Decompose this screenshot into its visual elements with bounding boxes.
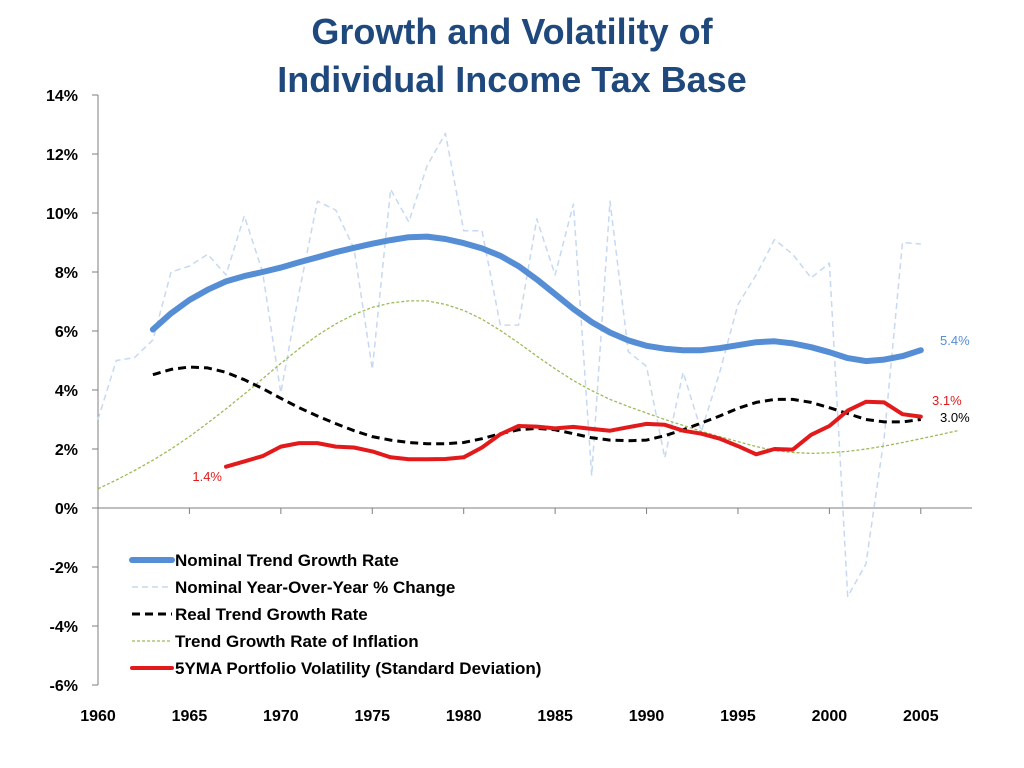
y-tick-label: 10%: [46, 206, 78, 223]
y-tick-label: 8%: [55, 265, 78, 282]
annotation-label: 5.4%: [940, 333, 970, 348]
y-tick-label: 12%: [46, 147, 78, 164]
series-line-3: [97, 300, 958, 490]
x-tick-label: 2005: [903, 708, 939, 725]
x-tick-label: 1980: [446, 708, 482, 725]
annotation-label: 1.4%: [192, 469, 222, 484]
series-line-1: [97, 132, 921, 598]
legend-label: Nominal Trend Growth Rate: [175, 551, 399, 570]
y-tick-label: 4%: [55, 383, 78, 400]
legend-label: Nominal Year-Over-Year % Change: [175, 578, 455, 597]
x-tick-label: 1965: [172, 708, 208, 725]
axes: -6% -4% -2% 0% 2% 4% 6% 8% 10% 12% 14% 1960 1965 1970…: [46, 88, 972, 725]
y-tick-label: -6%: [50, 678, 78, 695]
legend-label: 5YMA Portfolio Volatility (Standard Devi…: [175, 659, 541, 678]
legend-label: Trend Growth Rate of Inflation: [175, 632, 419, 651]
x-tick-label: 1985: [537, 708, 573, 725]
y-tick-label: 2%: [55, 442, 78, 459]
legend-label: Real Trend Growth Rate: [175, 605, 368, 624]
y-tick-label: 6%: [55, 324, 78, 341]
annotation-label: 3.1%: [932, 393, 962, 408]
chart-title-line-1: Growth and Volatility of: [311, 11, 713, 52]
annotation-label: 3.0%: [940, 410, 970, 425]
x-tick-label: 1995: [720, 708, 756, 725]
y-tick-label: 14%: [46, 88, 78, 105]
x-tick-label: 2000: [812, 708, 848, 725]
legend: Nominal Trend Growth Rate Nominal Year-Ov…: [129, 551, 541, 678]
y-tick-label: 0%: [55, 501, 78, 518]
chart-title-line-2: Individual Income Tax Base: [277, 59, 747, 100]
x-tick-label: 1960: [80, 708, 116, 725]
annotation-layer: 5.4% 3.1% 3.0% 1.4%: [192, 333, 970, 484]
series-line-0: [149, 233, 924, 365]
y-tick-label: -2%: [50, 560, 78, 577]
chart-title: Growth and Volatility of Individual Inco…: [0, 8, 1024, 104]
x-tick-label: 1990: [629, 708, 665, 725]
x-tick-label: 1975: [354, 708, 390, 725]
series-line-2: [152, 365, 921, 446]
x-tick-label: 1970: [263, 708, 299, 725]
series-line-4: [224, 399, 923, 469]
y-tick-label: -4%: [50, 619, 78, 636]
series-layer: [97, 132, 958, 598]
